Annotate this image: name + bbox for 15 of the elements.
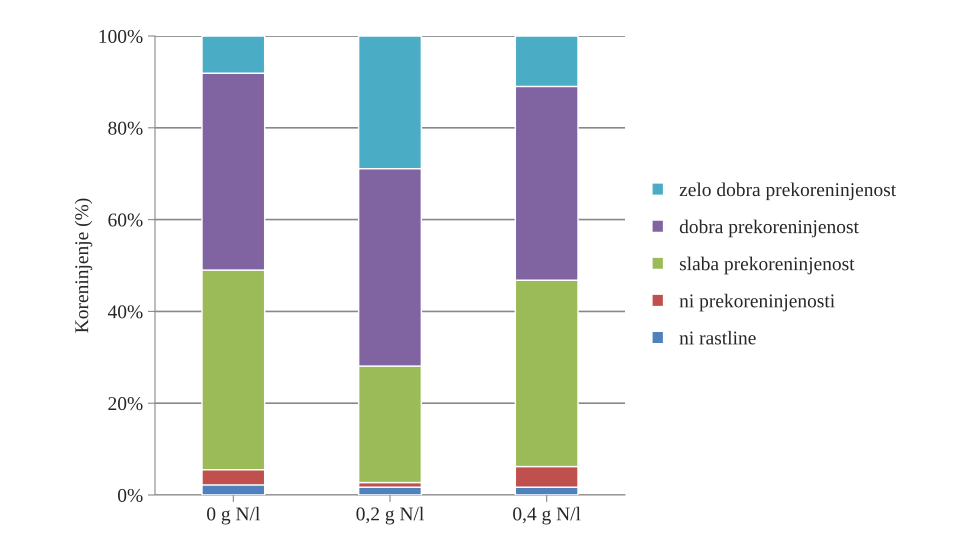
x-tick-label: 0,4 g N/l [513,506,581,524]
legend-label: dobra prekoreninjenost [680,220,859,238]
y-tick-label: 80% [108,122,143,135]
legend-label: ni rastline [680,330,756,345]
y-tick-label: 100% [100,30,143,43]
y-tick-label: 0% [118,488,143,502]
x-tick-label: 0 g N/l [207,506,260,524]
y-tick-label: 40% [108,305,143,318]
legend-label: slaba prekoreninjenost [680,256,854,274]
x-tick-label: 0,2 g N/l [356,506,424,524]
y-tick-label: 60% [108,213,143,227]
legend-label: ni prekoreninjenosti [680,294,835,312]
y-axis-title: Koreninjenje (%) [74,198,92,333]
legend-label: zelo dobra prekoreninjenost [680,182,896,200]
y-tick-label: 20% [108,397,143,410]
